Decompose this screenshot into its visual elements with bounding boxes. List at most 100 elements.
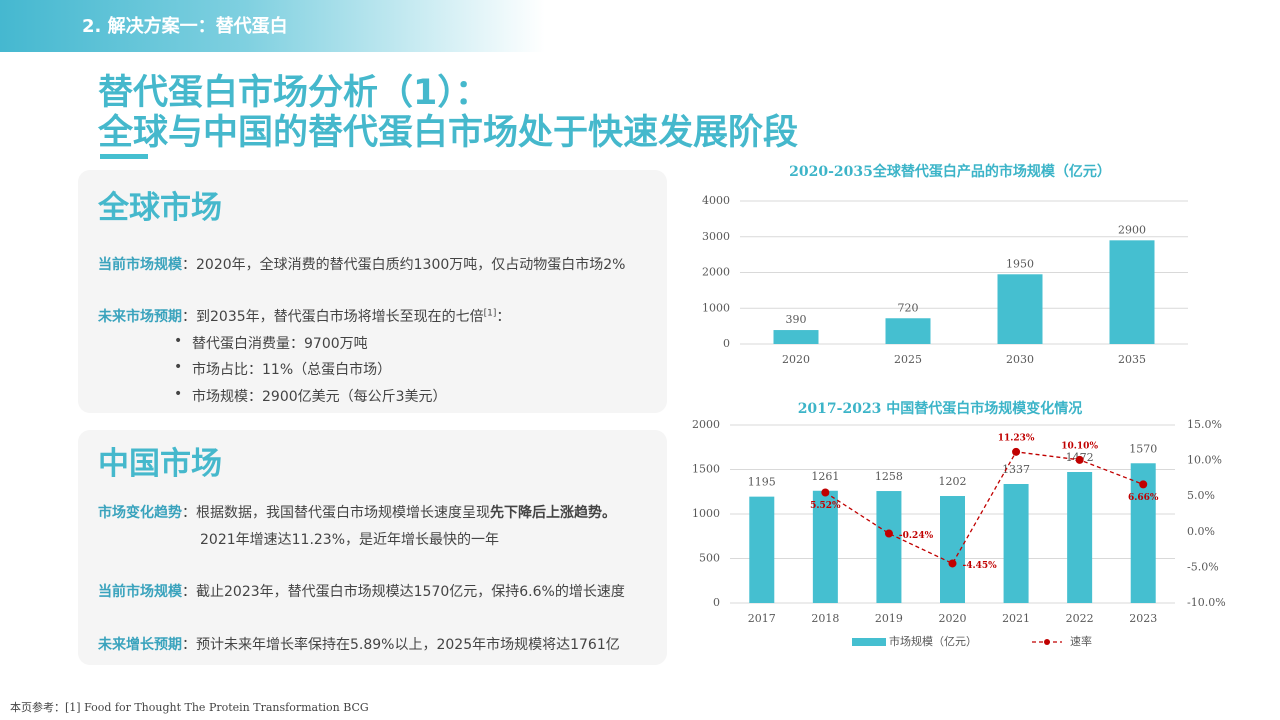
item-label: 未来增长预期	[98, 637, 182, 653]
x-tick-label: 2022	[1066, 612, 1094, 625]
legend-swatch	[852, 638, 886, 646]
legend-swatch	[1044, 639, 1050, 645]
bar	[885, 318, 931, 344]
rate-label: 10.10%	[1061, 441, 1098, 451]
item-label: 当前市场规模	[98, 584, 182, 600]
section-title: 2. 解决方案一：替代蛋白	[82, 16, 288, 37]
y2-tick-label: -10.0%	[1187, 596, 1226, 609]
legend-label: 市场规模（亿元）	[889, 634, 977, 648]
data-label: 390	[786, 313, 807, 326]
x-tick-label: 2021	[1002, 612, 1030, 625]
bullet: 替代蛋白消费量：9700万吨	[174, 333, 368, 353]
y-tick-label: 500	[699, 552, 720, 565]
bar	[997, 274, 1043, 344]
item: 市场变化趋势：根据数据，我国替代蛋白市场规模增长速度呈现先下降后上涨趋势。	[98, 502, 616, 522]
data-label: 1337	[1002, 463, 1030, 476]
x-tick-label: 2025	[894, 353, 922, 366]
panel-heading: 中国市场	[98, 446, 222, 482]
ref: [1]	[483, 308, 497, 319]
item: 未来增长预期：预计未来年增长率保持在5.89%以上，2025年市场规模将达176…	[98, 634, 620, 654]
panel-heading: 全球市场	[98, 190, 222, 226]
item-text: ：截止2023年，替代蛋白市场规模达1570亿元，保持6.6%的增长速度	[182, 584, 625, 600]
y-tick-label: 1500	[692, 463, 720, 476]
bullet: 市场规模：2900亿美元（每公斤3美元）	[174, 386, 447, 406]
y-tick-label: 0	[723, 337, 730, 350]
item-bold: 先下降后上涨趋势。	[490, 505, 616, 521]
item-line2: 2021年增速达11.23%，是近年增长最快的一年	[200, 532, 500, 548]
global-panel: 全球市场 当前市场规模：2020年，全球消费的替代蛋白质约1300万吨，仅占动物…	[78, 170, 667, 413]
bullet: 市场占比：11%（总蛋白市场）	[174, 359, 391, 379]
header-band: 2. 解决方案一：替代蛋白	[0, 0, 545, 52]
x-tick-label: 2018	[811, 612, 839, 625]
bar	[1003, 484, 1029, 603]
bar	[812, 490, 838, 603]
title-line: 替代蛋白市场分析（1）：	[98, 73, 490, 113]
bar	[1067, 471, 1093, 603]
chart-title: 2020-2035全球替代蛋白产品的市场规模（亿元）	[789, 163, 1111, 180]
data-label: 1570	[1129, 442, 1157, 455]
x-tick-label: 2020	[782, 353, 810, 366]
rate-label: -0.24%	[899, 531, 934, 541]
chart-title: 2017-2023 中国替代蛋白市场规模变化情况	[798, 400, 1083, 417]
chart: 2017-2023 中国替代蛋白市场规模变化情况 0 500 1000 1500 2000…	[692, 400, 1226, 648]
china-panel: 中国市场 市场变化趋势：根据数据，我国替代蛋白市场规模增长速度呈现先下降后上涨趋…	[78, 430, 667, 665]
item-text: ：根据数据，我国替代蛋白市场规模增长速度呈现	[182, 505, 490, 521]
footnote: 本页参考：[1] Food for Thought The Protein Tr…	[10, 701, 369, 714]
item: 未来市场预期：到2035年，替代蛋白市场将增长至现在的七倍[1]：	[98, 306, 510, 326]
y-tick-label: 3000	[702, 230, 730, 243]
item: 当前市场规模：2020年，全球消费的替代蛋白质约1300万吨，仅占动物蛋白市场2…	[98, 254, 625, 274]
bar	[773, 330, 819, 344]
title-underline	[100, 154, 148, 159]
rate-label: 6.66%	[1128, 493, 1159, 503]
x-tick-label: 2035	[1118, 353, 1146, 366]
rate-label: 5.52%	[810, 501, 841, 511]
item-text: ：	[496, 309, 511, 325]
item-text: ：到2035年，替代蛋白市场将增长至现在的七倍	[182, 309, 484, 325]
x-tick-label: 2017	[748, 612, 776, 625]
data-label: 1195	[748, 476, 776, 489]
rate-line	[825, 451, 1144, 565]
item-text: ：2020年，全球消费的替代蛋白质约1300万吨，仅占动物蛋白市场2%	[182, 257, 626, 273]
x-tick-label: 2019	[875, 612, 903, 625]
title-line: 全球与中国的替代蛋白市场处于快速发展阶段	[98, 113, 799, 153]
bar	[940, 496, 965, 603]
y-tick-label: 1000	[692, 507, 720, 520]
y-tick-label: 4000	[702, 194, 730, 207]
data-label: 2900	[1118, 223, 1146, 236]
y-tick-label: 2000	[702, 266, 730, 279]
chart: 2020-2035全球替代蛋白产品的市场规模（亿元） 0 1000 2000 3000 4…	[702, 163, 1188, 366]
rate-point	[1075, 455, 1084, 464]
data-label: 720	[898, 301, 919, 314]
item-text: ：预计未来年增长率保持在5.89%以上，2025年市场规模将达1761亿	[182, 637, 620, 653]
rate-point	[821, 488, 830, 497]
data-label: 1202	[939, 475, 967, 488]
rate-point	[1139, 480, 1148, 489]
y-tick-label: 0	[713, 596, 720, 609]
rate-label: -4.45%	[963, 561, 998, 571]
item-label: 当前市场规模	[98, 257, 182, 273]
y-tick-label: 1000	[702, 301, 730, 314]
y-tick-label: 2000	[692, 418, 720, 431]
y2-tick-label: 0.0%	[1187, 525, 1215, 538]
y2-tick-label: 10.0%	[1187, 454, 1222, 467]
item-label: 市场变化趋势	[98, 505, 182, 521]
data-label: 1261	[811, 470, 839, 483]
item: 当前市场规模：截止2023年，替代蛋白市场规模达1570亿元，保持6.6%的增长…	[98, 581, 625, 601]
data-label: 1258	[875, 470, 903, 483]
legend-label: 速率	[1070, 634, 1092, 648]
rate-point	[1012, 447, 1021, 456]
y2-tick-label: 15.0%	[1187, 418, 1222, 431]
item-label: 未来市场预期	[98, 309, 182, 325]
x-tick-label: 2023	[1129, 612, 1157, 625]
data-label: 1950	[1006, 257, 1034, 270]
bar	[749, 496, 775, 603]
bar	[1109, 240, 1155, 344]
bar	[876, 491, 902, 603]
x-tick-label: 2030	[1006, 353, 1034, 366]
y2-tick-label: -5.0%	[1187, 560, 1219, 573]
y2-tick-label: 5.0%	[1187, 489, 1215, 502]
rate-point	[948, 559, 957, 568]
rate-point	[884, 529, 893, 538]
rate-label: 11.23%	[998, 433, 1035, 443]
